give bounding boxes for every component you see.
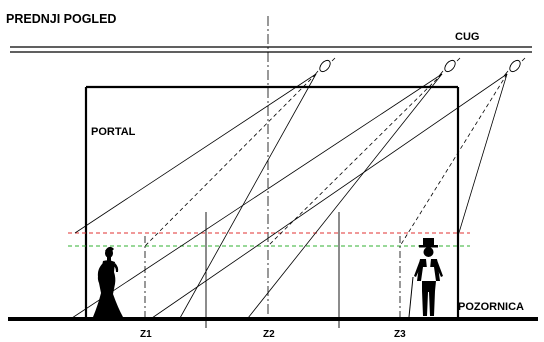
spotlight-1 (313, 57, 336, 77)
portal-frame (84, 85, 460, 318)
beams-spotlight-2 (71, 73, 443, 319)
spotlight-2 (438, 57, 461, 77)
fly-bar-label: CUG (455, 31, 479, 43)
zone-label-z2: Z2 (263, 329, 275, 340)
beams-spotlight-3 (151, 73, 508, 319)
diagram-title: PREDNJI POGLED (6, 12, 116, 26)
spotlight-3 (503, 57, 526, 77)
zone-label-z1: Z1 (140, 329, 152, 340)
portal-label: PORTAL (91, 126, 136, 138)
stage-label: POZORNICA (458, 301, 524, 313)
woman-silhouette (93, 246, 123, 317)
fly-bar (10, 46, 532, 53)
beams-spotlight-1 (74, 73, 317, 319)
zone-label-z3: Z3 (394, 329, 406, 340)
man-top-hat-figure (408, 238, 443, 318)
stage-floor (8, 317, 538, 321)
